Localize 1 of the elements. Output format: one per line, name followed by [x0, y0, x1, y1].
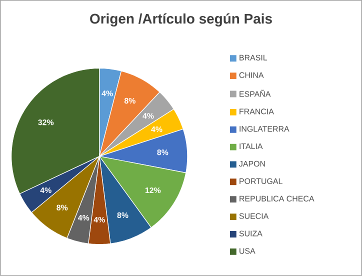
chart-title: Origen /Artículo según Pais	[90, 13, 272, 27]
